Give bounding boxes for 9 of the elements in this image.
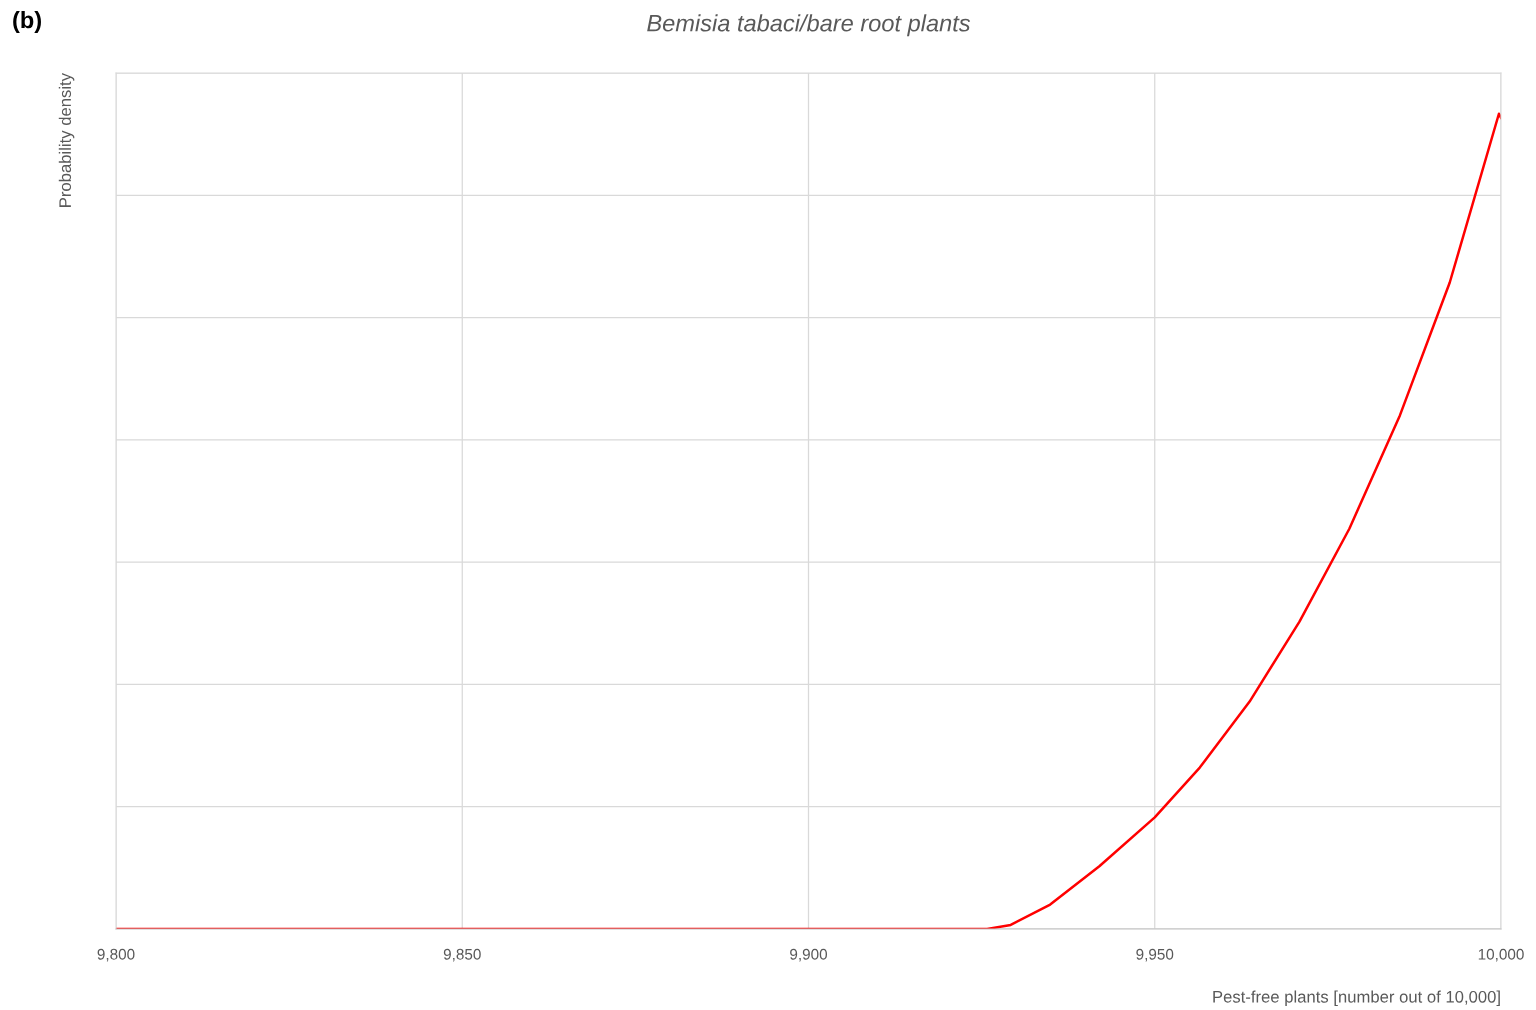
x-tick-label: 9,900 bbox=[790, 948, 828, 962]
x-tick-label: 9,950 bbox=[1136, 948, 1174, 962]
x-tick-label: 9,850 bbox=[443, 948, 481, 962]
x-tick-label: 10,000 bbox=[1478, 948, 1524, 962]
chart-title: Bemisia tabaci/bare root plants bbox=[647, 14, 971, 37]
x-axis-title: Pest-free plants [number out of 10,000] bbox=[1213, 990, 1500, 1006]
y-axis-title: Probability density bbox=[58, 73, 75, 207]
text: (b) bbox=[13, 11, 41, 34]
x-tick-label: 9,800 bbox=[97, 948, 135, 962]
